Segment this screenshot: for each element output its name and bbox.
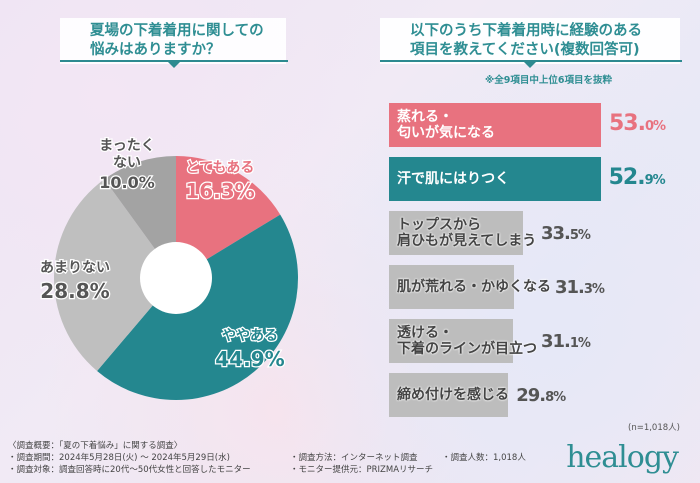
note: ※全9項目中上位6項目を抜粋 [485,75,612,86]
healogy-logo: healogy [566,440,679,475]
survey-overview: 〈調査概要：「夏の下着悩み」に関する調査〉 ・調査期間：2024年5月28日(火… [8,440,251,476]
donut-hole [140,242,212,314]
divider [60,60,288,62]
survey-count: ・調査人数：1,018人 [442,453,526,463]
survey-period: ・調査期間：2024年5月28日(火) ～ 2024年5月29日(水) [8,453,230,463]
survey-method-block: ・調査方法：インターネット調査 ・モニター提供元：PRIZMAリサーチ [290,452,433,476]
slice-category-label: とてもある [186,160,255,176]
bar-label: 汗で肌にはりつく [397,171,510,187]
bar-value: 31.1% [541,331,591,352]
divider [380,60,682,62]
bar-label: 蒸れる・ 匂いが気になる [397,109,495,141]
bar-value: 33.5% [541,223,591,244]
bar-value: 29.8% [516,385,566,406]
slice-value-label: 16.3% [185,179,254,203]
bar-label: 透ける・ 下着のラインが目立つ [397,325,537,357]
bar-value: 53.0% [609,111,666,136]
slice-category-label: ややある [222,328,278,344]
monitor-provider: ・モニター提供元：PRIZMAリサーチ [290,465,434,475]
slice-value-label: 44.9% [215,347,284,371]
slice-value-label: 10.0% [99,173,155,192]
sample-size: (n=1,018人) [628,423,680,433]
bar: 透ける・ 下着のラインが目立つ [389,319,537,363]
bar: 汗で肌にはりつく [389,157,601,201]
footer-heading: 〈調査概要：「夏の下着悩み」に関する調査〉 [8,441,183,451]
bar: 締め付けを感じる [389,373,509,417]
slice-category-label: あまりない [40,260,110,276]
bar-value: 52.9% [608,165,666,190]
slice-category-label: ない [113,155,141,171]
bar-label: 締め付けを感じる [397,387,509,403]
bar-value: 31.3% [555,277,605,298]
slice-category-label: まったく [99,138,154,154]
title-line: 項目を教えてください(複数回答可) [410,42,640,58]
right-question-title: 以下のうち下着着用時に経験のある 項目を教えてください(複数回答可) [380,18,680,64]
pointer-icon [168,62,180,68]
bar: 肌が荒れる・かゆくなる [389,265,551,309]
bar: 蒸れる・ 匂いが気になる [389,103,601,147]
title-line: 以下のうち下着着用時に経験のある [410,23,642,39]
slice-value-label: 28.8% [40,279,109,303]
bar-label: トップスから 肩ひもが見えてしまう [397,217,537,249]
title-line: 夏場の下着着用に関しての [90,23,264,39]
left-question-title: 夏場の下着着用に関しての 悩みはありますか？ [60,18,286,64]
survey-method: ・調査方法：インターネット調査 [290,453,418,463]
title-line: 悩みはありますか？ [90,42,221,58]
bar-label: 肌が荒れる・かゆくなる [397,279,551,295]
pointer-icon [524,62,536,68]
bar: トップスから 肩ひもが見えてしまう [389,211,536,255]
pie-slice [176,156,281,278]
survey-target: ・調査対象：調査回答時に20代～50代女性と回答したモニター [8,465,251,475]
pie-slice [97,214,298,400]
pie-slice [54,179,176,372]
